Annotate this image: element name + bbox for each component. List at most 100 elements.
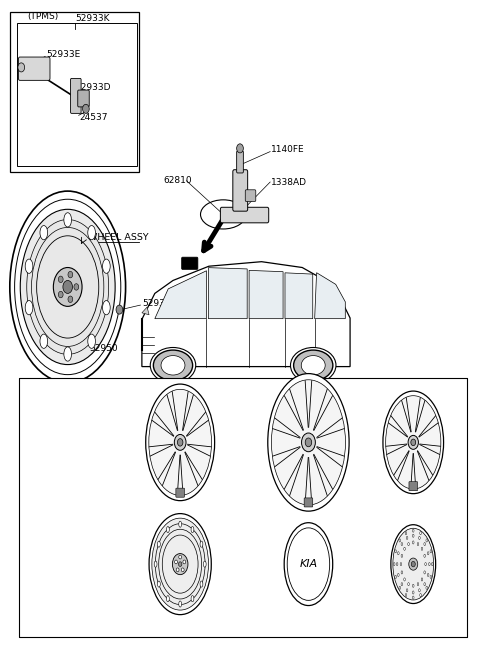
- Ellipse shape: [421, 547, 423, 550]
- Ellipse shape: [64, 347, 72, 361]
- Ellipse shape: [391, 524, 436, 604]
- Polygon shape: [249, 271, 283, 319]
- Ellipse shape: [429, 563, 430, 566]
- Text: 52950: 52950: [89, 344, 118, 353]
- Ellipse shape: [412, 591, 414, 594]
- Text: 24537: 24537: [80, 113, 108, 122]
- Ellipse shape: [301, 356, 325, 375]
- Ellipse shape: [157, 541, 160, 547]
- Circle shape: [237, 144, 243, 153]
- Ellipse shape: [420, 532, 421, 535]
- Ellipse shape: [399, 586, 401, 589]
- Text: WHEEL ASSY: WHEEL ASSY: [88, 232, 148, 241]
- Ellipse shape: [427, 574, 429, 576]
- Text: 52910B: 52910B: [269, 380, 307, 390]
- Ellipse shape: [167, 526, 169, 533]
- Ellipse shape: [408, 583, 409, 585]
- Ellipse shape: [25, 300, 33, 315]
- Ellipse shape: [404, 578, 405, 581]
- FancyBboxPatch shape: [409, 482, 418, 491]
- Ellipse shape: [167, 596, 169, 602]
- Ellipse shape: [156, 524, 205, 604]
- Text: 52910-A9200
52910-A9220: 52910-A9200 52910-A9220: [278, 478, 339, 497]
- Ellipse shape: [417, 543, 419, 546]
- Ellipse shape: [425, 563, 426, 566]
- Polygon shape: [142, 262, 350, 367]
- Polygon shape: [155, 271, 206, 319]
- Ellipse shape: [27, 219, 108, 354]
- Text: 52910-2P900: 52910-2P900: [150, 605, 210, 614]
- Ellipse shape: [103, 259, 110, 273]
- Ellipse shape: [406, 536, 408, 539]
- Circle shape: [183, 560, 186, 564]
- Ellipse shape: [161, 356, 185, 375]
- Ellipse shape: [152, 518, 208, 610]
- Circle shape: [175, 560, 178, 564]
- FancyBboxPatch shape: [71, 79, 81, 114]
- Ellipse shape: [393, 528, 433, 600]
- Ellipse shape: [430, 576, 432, 578]
- Ellipse shape: [399, 539, 401, 542]
- Text: 52933: 52933: [142, 299, 170, 308]
- Text: 52960-A9500: 52960-A9500: [383, 605, 444, 614]
- Ellipse shape: [400, 563, 402, 566]
- Ellipse shape: [284, 522, 333, 606]
- Polygon shape: [208, 267, 247, 319]
- Ellipse shape: [412, 534, 414, 537]
- Ellipse shape: [426, 586, 428, 589]
- Ellipse shape: [426, 539, 428, 542]
- Polygon shape: [142, 307, 149, 315]
- Ellipse shape: [404, 547, 405, 550]
- Ellipse shape: [157, 581, 160, 587]
- FancyBboxPatch shape: [176, 488, 184, 497]
- Ellipse shape: [397, 552, 399, 555]
- Text: P/NO: P/NO: [51, 604, 75, 615]
- Text: KEY NO.: KEY NO.: [43, 380, 83, 390]
- Ellipse shape: [290, 347, 336, 383]
- Circle shape: [176, 568, 179, 572]
- Text: KEY NO.: KEY NO.: [43, 502, 83, 512]
- Circle shape: [63, 280, 72, 293]
- Ellipse shape: [204, 561, 206, 567]
- Circle shape: [59, 291, 63, 298]
- Text: 52960: 52960: [342, 502, 372, 512]
- Circle shape: [178, 439, 183, 446]
- Circle shape: [181, 568, 184, 572]
- FancyBboxPatch shape: [220, 207, 269, 223]
- Ellipse shape: [385, 396, 441, 489]
- Circle shape: [116, 305, 123, 314]
- Ellipse shape: [424, 583, 425, 586]
- Text: KIA: KIA: [300, 559, 317, 569]
- Circle shape: [305, 438, 312, 447]
- Ellipse shape: [200, 581, 203, 587]
- Ellipse shape: [103, 300, 110, 315]
- Ellipse shape: [287, 528, 330, 600]
- Ellipse shape: [159, 530, 202, 599]
- Circle shape: [74, 284, 79, 290]
- Circle shape: [172, 554, 188, 574]
- Ellipse shape: [383, 391, 444, 494]
- Ellipse shape: [150, 347, 196, 383]
- Ellipse shape: [401, 543, 403, 546]
- Ellipse shape: [405, 593, 407, 596]
- Ellipse shape: [432, 563, 433, 566]
- Circle shape: [83, 104, 89, 114]
- Ellipse shape: [405, 532, 407, 535]
- Ellipse shape: [32, 227, 104, 347]
- Circle shape: [68, 271, 73, 278]
- Text: 52910F: 52910F: [162, 502, 198, 512]
- Ellipse shape: [408, 543, 409, 546]
- Ellipse shape: [427, 552, 429, 555]
- Circle shape: [59, 276, 63, 282]
- Circle shape: [411, 439, 416, 446]
- Ellipse shape: [401, 583, 403, 586]
- Text: 52960-3W200
52960-1Y200: 52960-3W200 52960-1Y200: [276, 600, 340, 619]
- Ellipse shape: [401, 571, 403, 574]
- Circle shape: [53, 267, 82, 306]
- Ellipse shape: [25, 259, 33, 273]
- Ellipse shape: [149, 513, 211, 615]
- Circle shape: [411, 561, 415, 567]
- Circle shape: [18, 63, 24, 72]
- Ellipse shape: [424, 554, 425, 557]
- Ellipse shape: [412, 596, 414, 599]
